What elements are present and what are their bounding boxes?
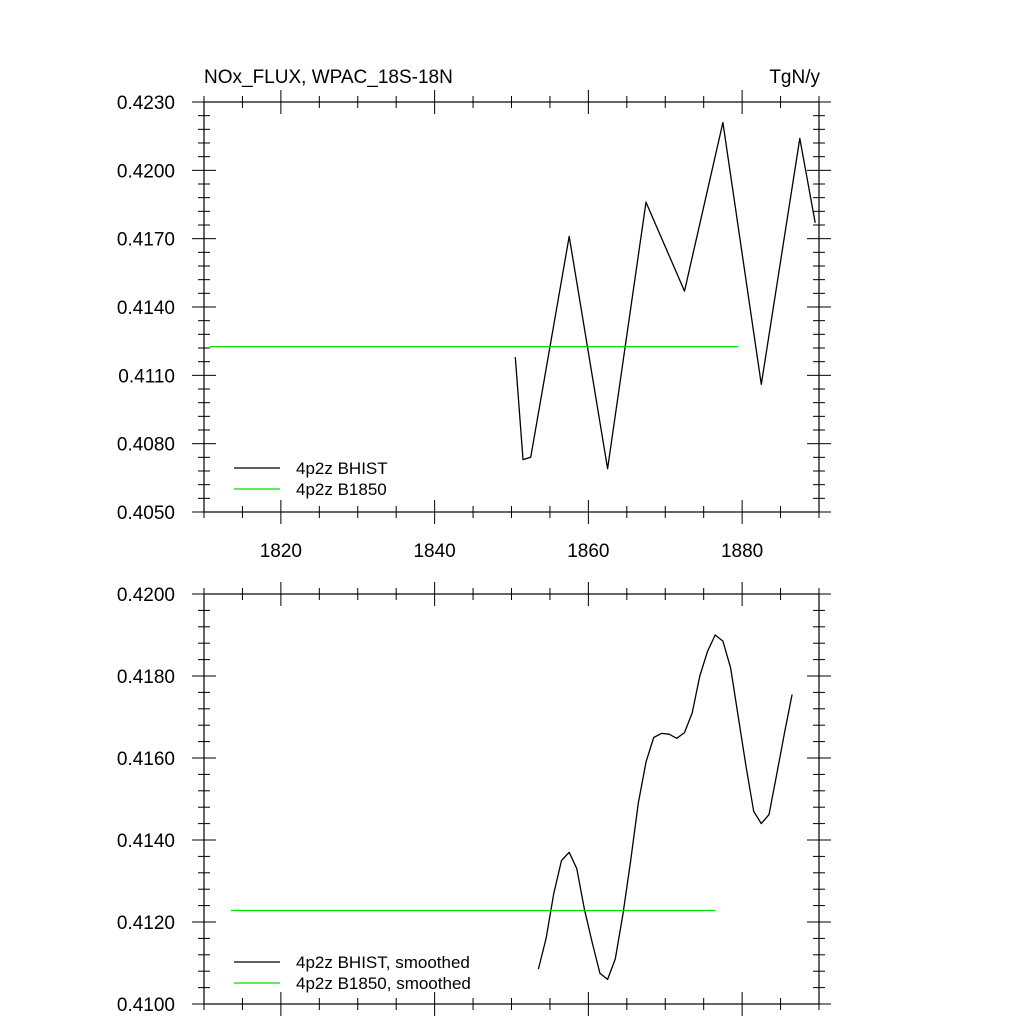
x-tick-label: 1820 bbox=[260, 541, 302, 562]
top-series-group bbox=[207, 121, 816, 470]
y-tick-label: 0.4050 bbox=[117, 503, 175, 524]
x-tick-label: 1880 bbox=[721, 541, 763, 562]
series-line-4p2z-bhist-smoothed bbox=[537, 634, 793, 981]
legend-label-4p2z-b1850: 4p2z B1850 bbox=[296, 480, 387, 499]
y-tick-label: 0.4200 bbox=[117, 161, 175, 182]
series-line-4p2z-bhist bbox=[514, 121, 816, 470]
y-tick-label: 0.4200 bbox=[117, 585, 175, 606]
y-tick-label: 0.4180 bbox=[117, 667, 175, 688]
legend-label-4p2z-bhist-smoothed: 4p2z BHIST, smoothed bbox=[296, 953, 470, 972]
series-line-4p2z-b1850 bbox=[207, 345, 739, 349]
bottom-chart-panel: 0.4100 0.4120 0.4140 0.4160 0.4180 0.4200 4p2… bbox=[117, 582, 831, 1016]
x-tick-label: 1860 bbox=[567, 541, 609, 562]
y-tick-label: 0.4120 bbox=[117, 913, 175, 934]
y-tick-label: 0.4080 bbox=[117, 435, 175, 456]
y-tick-label: 0.4110 bbox=[118, 366, 175, 387]
x-tick-label: 1840 bbox=[413, 541, 455, 562]
chart-title: NOx_FLUX, WPAC_18S-18N bbox=[204, 67, 453, 88]
legend-label-4p2z-b1850-smoothed: 4p2z B1850, smoothed bbox=[296, 974, 471, 993]
bottom-series-group bbox=[230, 634, 793, 981]
y-tick-label: 0.4160 bbox=[117, 749, 175, 770]
y-tick-label: 0.4100 bbox=[117, 995, 175, 1016]
units-label: TgN/y bbox=[769, 67, 820, 88]
top-chart-panel: NOx_FLUX, WPAC_18S-18N TgN/y 1820 1840 186… bbox=[117, 67, 831, 562]
bottom-legend: 4p2z BHIST, smoothed 4p2z B1850, smoothed bbox=[234, 953, 471, 993]
bottom-plot-frame bbox=[203, 593, 820, 1005]
legend-label-4p2z-bhist: 4p2z BHIST bbox=[296, 459, 388, 478]
y-tick-label: 0.4140 bbox=[117, 831, 175, 852]
y-tick-label: 0.4230 bbox=[117, 93, 175, 114]
bottom-axis-ticks: 0.4100 0.4120 0.4140 0.4160 0.4180 0.4200 bbox=[117, 582, 831, 1016]
y-tick-label: 0.4170 bbox=[117, 230, 175, 251]
y-tick-label: 0.4140 bbox=[117, 298, 175, 319]
top-plot-frame bbox=[203, 101, 820, 513]
top-axis-ticks: 1820 1840 1860 1880 0.4050 0.4080 0.4110 0.4140… bbox=[117, 90, 831, 562]
top-legend: 4p2z BHIST 4p2z B1850 bbox=[234, 459, 388, 499]
